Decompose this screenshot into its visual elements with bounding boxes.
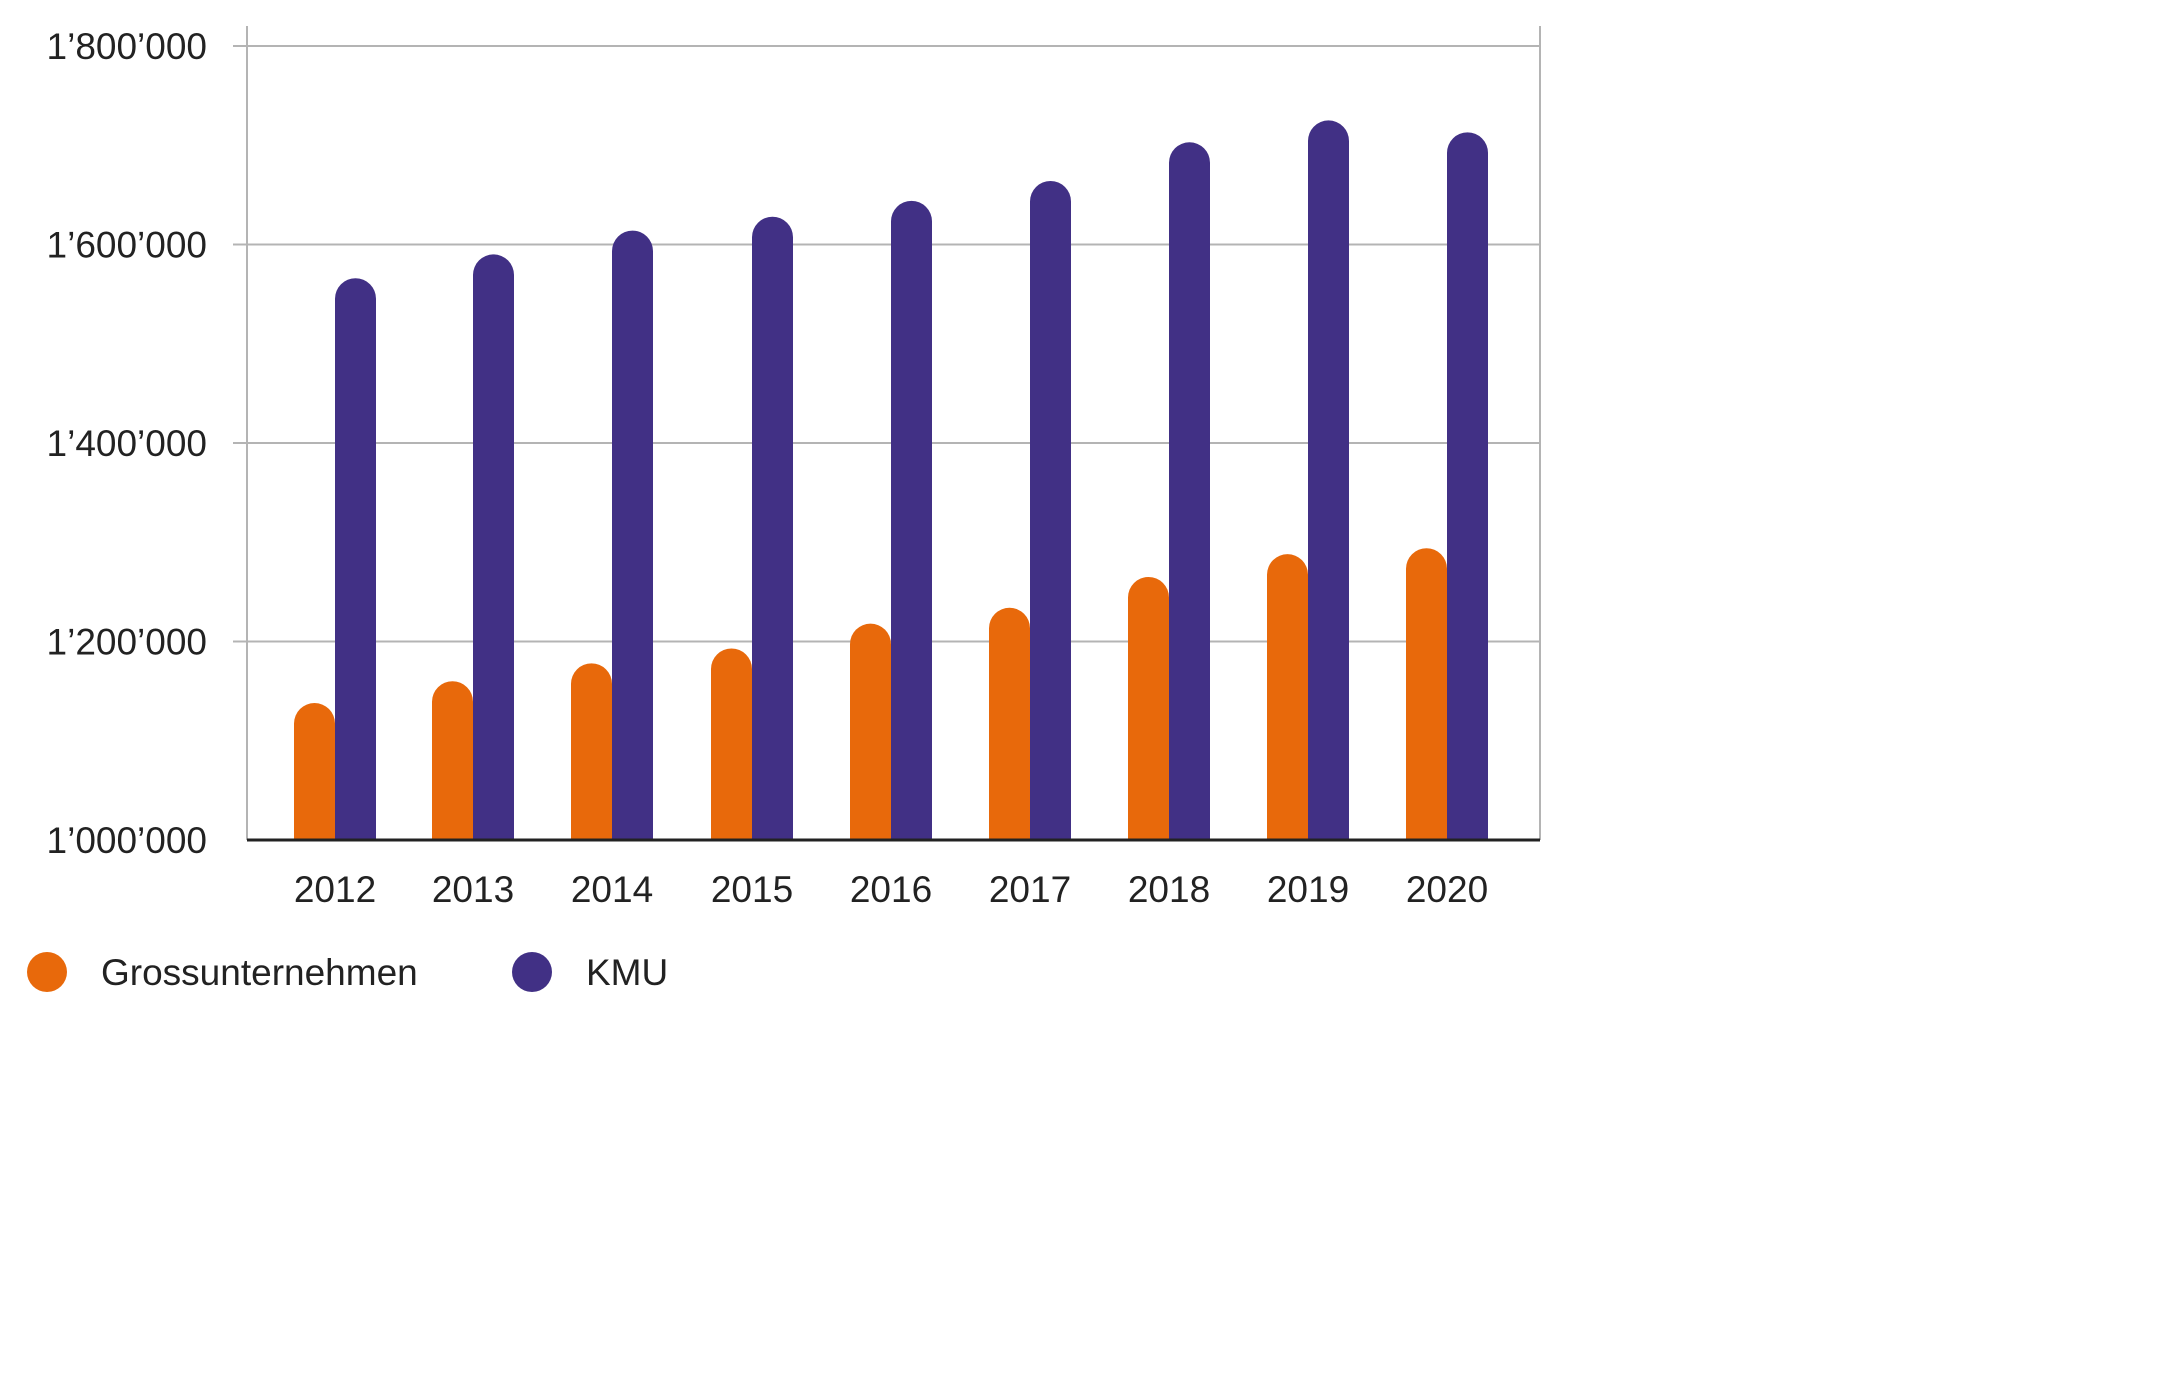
bars <box>294 120 1488 841</box>
y-tick-label: 1’000’000 <box>47 820 207 861</box>
y-tick-label: 1’800’000 <box>47 26 207 67</box>
x-tick-label-2017: 2017 <box>989 869 1071 910</box>
x-tick-label-2014: 2014 <box>571 869 653 910</box>
bar-kmu-2013 <box>472 254 514 840</box>
bar-grossunternehmen-2013 <box>431 681 473 840</box>
plot-frame <box>246 26 1541 840</box>
legend-label-grossunternehmen: Grossunternehmen <box>101 952 418 993</box>
bar-kmu-2018 <box>1169 142 1210 840</box>
x-tick-label-2016: 2016 <box>850 869 932 910</box>
x-tick-label-2018: 2018 <box>1128 869 1210 910</box>
x-tick-label-2012: 2012 <box>294 869 376 910</box>
y-tick-label: 1’400’000 <box>47 423 207 464</box>
bar-kmu-2019 <box>1308 120 1349 840</box>
bar-kmu-2014 <box>612 230 653 840</box>
bar-kmu-2012 <box>335 278 376 840</box>
x-tick-label-2015: 2015 <box>711 869 793 910</box>
bar-kmu-2015 <box>752 216 793 841</box>
bar-grossunternehmen-2012 <box>294 703 335 840</box>
x-tick-label-2013: 2013 <box>432 869 514 910</box>
bar-grossunternehmen-2020 <box>1406 548 1447 840</box>
bar-kmu-2016 <box>891 200 932 841</box>
x-tick-label-2019: 2019 <box>1267 869 1349 910</box>
x-axis-tick-labels: 2012 2013 2014 2015 2016 2017 2018 2019 2020 <box>294 869 1488 910</box>
legend-marker-grossunternehmen <box>27 952 67 992</box>
y-tick-label: 1’200’000 <box>47 622 207 663</box>
bar-grossunternehmen-2016 <box>850 623 891 840</box>
bar-grossunternehmen-2019 <box>1266 554 1308 840</box>
bar-grossunternehmen-2014 <box>571 663 612 840</box>
bar-kmu-2020 <box>1447 132 1488 840</box>
bar-grossunternehmen-2018 <box>1128 576 1169 840</box>
bar-grossunternehmen-2017 <box>989 607 1030 840</box>
x-tick-label-2020: 2020 <box>1406 869 1488 910</box>
legend-label-kmu: KMU <box>586 952 668 993</box>
legend: Grossunternehmen KMU <box>27 952 668 993</box>
chart: 1’000’000 1’200’000 1’400’000 1’600’000 1’80… <box>27 26 1541 993</box>
bar-kmu-2017 <box>1030 180 1071 840</box>
legend-marker-kmu <box>512 952 552 992</box>
bar-grossunternehmen-2015 <box>711 648 752 840</box>
y-axis-tick-labels: 1’000’000 1’200’000 1’400’000 1’600’000 1’80… <box>47 26 207 861</box>
y-tick-label: 1’600’000 <box>47 225 207 266</box>
